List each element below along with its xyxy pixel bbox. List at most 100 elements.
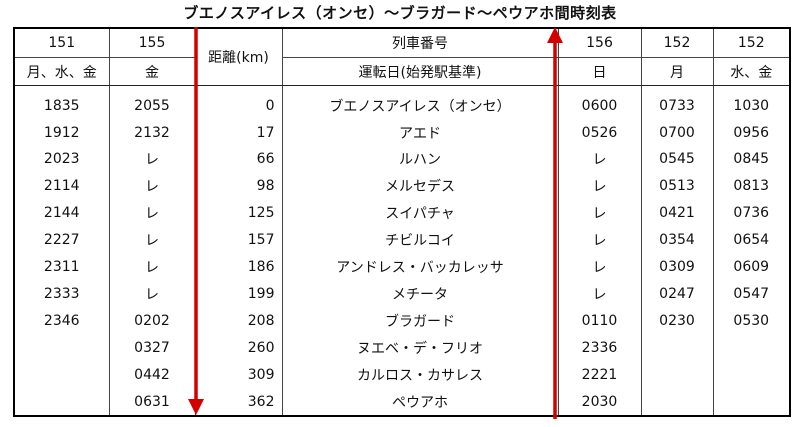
timetable: 151 155 距離(km) 列車番号 156 152 152 月、水、金 金 … xyxy=(13,27,791,417)
time-151 xyxy=(13,334,110,362)
time-152-wed-fri: 1030 xyxy=(712,92,791,120)
train-number-152-mon: 152 xyxy=(640,28,714,59)
time-156: 2221 xyxy=(557,361,642,389)
time-156: レ xyxy=(557,226,642,254)
table-row: 2333 レ 199 メチータレ 0247 0547 xyxy=(13,280,791,308)
days-151: 月、水、金 xyxy=(13,57,110,87)
station-name: ブラガード xyxy=(281,307,559,335)
time-156: 0600 xyxy=(557,92,642,120)
table-row: 1835 2055 0 ブエノスアイレス（オンセ） 0600 0733 1030 xyxy=(13,92,791,120)
station-name: スイパチャ xyxy=(281,199,559,227)
time-156: レ xyxy=(557,280,642,308)
station-name: ルハン xyxy=(281,146,559,173)
distance-km: 157 xyxy=(194,226,283,254)
time-156: レ xyxy=(557,146,642,173)
time-156: 0526 xyxy=(557,119,642,147)
time-151: 2144 xyxy=(13,199,110,227)
time-151: 2311 xyxy=(13,253,110,281)
time-155: レ xyxy=(108,172,196,200)
time-152-wed-fri: 0609 xyxy=(712,253,791,281)
train-number-151: 151 xyxy=(13,28,110,59)
time-151: 2023 xyxy=(13,146,110,173)
time-152-wed-fri: 0813 xyxy=(712,172,791,200)
distance-header: 距離(km) xyxy=(194,28,283,87)
time-152-wed-fri: 0654 xyxy=(712,226,791,254)
timetable-title: ブエノスアイレス（オンセ）～ブラガード～ペウアホ間時刻表 xyxy=(183,4,617,22)
time-155: 2132 xyxy=(108,119,196,147)
time-152-mon: 0354 xyxy=(640,226,714,254)
station-name: チビルコイ xyxy=(281,226,559,254)
station-name: ブエノスアイレス（オンセ） xyxy=(281,92,559,120)
days-156: 日 xyxy=(557,57,642,87)
time-151: 2333 xyxy=(13,280,110,308)
distance-km: 0 xyxy=(194,92,283,120)
time-152-wed-fri: 0956 xyxy=(712,119,791,147)
time-151: 2227 xyxy=(13,226,110,254)
station-name: メルセデス xyxy=(281,172,559,200)
time-155: レ xyxy=(108,280,196,308)
distance-km: 125 xyxy=(194,199,283,227)
table-row: 0327 260 ヌエベ・デ・フリオ 2336 xyxy=(13,334,791,362)
table-row: 1912 2132 17 アエド 0526 0700 0956 xyxy=(13,119,791,147)
time-151: 2346 xyxy=(13,307,110,335)
time-155: レ xyxy=(108,226,196,254)
time-152-mon: 0230 xyxy=(640,307,714,335)
table-row: 2023 レ 66 ルハンレ 0545 0845 xyxy=(13,146,791,173)
time-152-wed-fri: 0530 xyxy=(712,307,791,335)
distance-km: 66 xyxy=(194,146,283,173)
time-155: 0327 xyxy=(108,334,196,362)
time-152-wed-fri xyxy=(712,361,791,389)
down-arrow-icon xyxy=(188,27,204,415)
table-row: 2346 0202 208 ブラガード 0110 0230 0530 xyxy=(13,307,791,335)
time-152-mon: 0733 xyxy=(640,92,714,120)
time-155: レ xyxy=(108,146,196,173)
distance-km: 260 xyxy=(194,334,283,362)
distance-km: 98 xyxy=(194,172,283,200)
station-name: アンドレス・バッカレッサ xyxy=(281,253,559,281)
up-arrow-icon xyxy=(547,27,563,419)
time-156: 2030 xyxy=(557,388,642,416)
time-156: レ xyxy=(557,199,642,227)
time-152-mon: 0309 xyxy=(640,253,714,281)
days-label: 運転日(始発駅基準) xyxy=(281,57,559,87)
distance-km: 199 xyxy=(194,280,283,308)
time-152-wed-fri: 0547 xyxy=(712,280,791,308)
time-152-mon: 0421 xyxy=(640,199,714,227)
time-152-mon xyxy=(640,361,714,389)
days-152-mon: 月 xyxy=(640,57,714,87)
time-151: 1912 xyxy=(13,119,110,147)
time-152-wed-fri xyxy=(712,388,791,416)
header-row-days: 月、水、金 金 運転日(始発駅基準) 日 月 水、金 xyxy=(13,57,791,87)
time-155: レ xyxy=(108,199,196,227)
spacer-row xyxy=(13,85,791,93)
time-152-mon: 0700 xyxy=(640,119,714,147)
time-156: 0110 xyxy=(557,307,642,335)
station-name: ヌエベ・デ・フリオ xyxy=(281,334,559,362)
table-row: 2144 レ 125 スイパチャレ 0421 0736 xyxy=(13,199,791,227)
train-number-156: 156 xyxy=(557,28,642,59)
station-name: メチータ xyxy=(281,280,559,308)
time-156: レ xyxy=(557,172,642,200)
time-151 xyxy=(13,361,110,389)
time-156: 2336 xyxy=(557,334,642,362)
time-155: 2055 xyxy=(108,92,196,120)
time-156: レ xyxy=(557,253,642,281)
time-151 xyxy=(13,388,110,416)
distance-km: 17 xyxy=(194,119,283,147)
timetable-body: 1835 2055 0 ブエノスアイレス（オンセ） 0600 0733 1030 1912 21… xyxy=(13,92,791,416)
train-number-155: 155 xyxy=(108,28,196,59)
time-152-mon xyxy=(640,334,714,362)
time-155: レ xyxy=(108,253,196,281)
time-152-mon: 0545 xyxy=(640,146,714,173)
days-155: 金 xyxy=(108,57,196,87)
distance-km: 208 xyxy=(194,307,283,335)
time-155: 0631 xyxy=(108,388,196,416)
time-151: 1835 xyxy=(13,92,110,120)
time-152-mon: 0513 xyxy=(640,172,714,200)
table-row: 2311 レ 186 アンドレス・バッカレッサレ 0309 0609 xyxy=(13,253,791,281)
time-152-wed-fri: 0845 xyxy=(712,146,791,173)
table-row: 2114 レ 98 メルセデスレ 0513 0813 xyxy=(13,172,791,200)
station-name: アエド xyxy=(281,119,559,147)
days-152-wed-fri: 水、金 xyxy=(712,57,791,87)
station-name: カルロス・カサレス xyxy=(281,361,559,389)
